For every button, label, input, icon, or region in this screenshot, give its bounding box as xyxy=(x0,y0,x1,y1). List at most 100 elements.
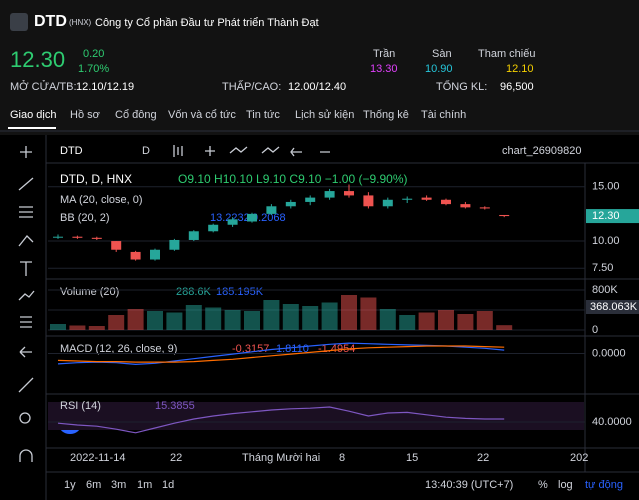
tab[interactable]: Hồ sơ xyxy=(70,109,100,121)
clock: 13:40:39 (UTC+7) xyxy=(425,479,513,491)
volume-bar xyxy=(418,312,435,330)
price-tag-bg xyxy=(586,209,639,224)
volume-bar xyxy=(282,304,299,330)
change-pct: 1.70% xyxy=(78,63,109,75)
range-button[interactable]: 1y xyxy=(64,479,76,491)
tool-zoom[interactable] xyxy=(19,412,31,424)
company: Công ty Cổ phần Đầu tư Phát triển Thành … xyxy=(95,17,319,29)
tool-pattern[interactable] xyxy=(18,235,34,247)
volume-bar xyxy=(185,305,202,330)
price: 12.30 xyxy=(10,47,65,72)
candle-body xyxy=(460,204,471,208)
candle-body xyxy=(305,197,316,202)
rsi-band xyxy=(48,402,584,430)
chart-name[interactable]: chart_26909820 xyxy=(502,145,582,157)
candle-body xyxy=(111,241,122,250)
candle-body xyxy=(266,206,277,214)
volume-bar xyxy=(263,300,280,330)
volume-bar xyxy=(399,315,416,330)
bb-label: BB (20, 2) xyxy=(60,212,110,224)
candle-body xyxy=(208,224,219,232)
x-label: 2022-11-14 xyxy=(70,452,125,464)
tab[interactable]: Tài chính xyxy=(421,109,466,121)
tab-underline xyxy=(8,127,56,129)
range-button[interactable]: 1m xyxy=(137,479,152,491)
y-tick-label: 0.0000 xyxy=(592,347,626,359)
candle-body xyxy=(363,195,374,207)
candle-body xyxy=(402,198,413,200)
candle-body xyxy=(499,214,510,217)
y-tick-label: 0 xyxy=(592,324,598,336)
candle-body xyxy=(247,213,257,222)
volume-bar xyxy=(69,325,86,330)
tab[interactable]: Lịch sử kiện xyxy=(295,109,354,121)
toolbar-symbol[interactable]: DTD xyxy=(60,145,83,157)
chart-bg xyxy=(0,135,639,500)
tool-forecast[interactable] xyxy=(18,290,35,301)
volume-bar xyxy=(147,311,163,330)
candle-body xyxy=(227,219,238,225)
range-button[interactable]: 6m xyxy=(86,479,101,491)
volume-bar xyxy=(379,309,396,330)
tool-back[interactable] xyxy=(19,346,32,358)
candle-body xyxy=(421,197,432,200)
lowhigh: 12.00/12.40 xyxy=(288,81,346,93)
candle-body xyxy=(53,236,63,238)
volume-value: 288.6K xyxy=(176,286,212,298)
ma-label: MA (20, close, 0) xyxy=(60,194,143,206)
rsi-label: RSI (14) xyxy=(60,400,101,412)
ref-label: Tham chiếu xyxy=(478,48,535,60)
y-tick-label: 10.00 xyxy=(592,235,620,247)
volume-bar xyxy=(127,309,144,330)
candle-body xyxy=(285,201,296,207)
volume-bar xyxy=(360,297,377,330)
candle-body xyxy=(188,231,199,240)
tab[interactable]: Cổ đông xyxy=(115,109,157,121)
lowhigh-label: THẤP/CAO: xyxy=(222,80,281,93)
volume-bar xyxy=(341,295,357,330)
ceiling: 13.30 xyxy=(370,63,398,75)
tool-fib[interactable] xyxy=(19,206,33,218)
legend-symbol: DTD, D, HNX xyxy=(60,172,132,186)
candle-body xyxy=(479,207,490,209)
tool-cross[interactable] xyxy=(20,146,32,158)
vol-label: TỔNG KL: xyxy=(436,80,487,93)
volume-bar xyxy=(457,314,474,330)
tool-magnet[interactable] xyxy=(19,449,33,462)
signal-line xyxy=(57,345,505,363)
toolbar-interval[interactable]: D xyxy=(142,145,150,157)
volume-bar xyxy=(166,312,183,330)
volume-label: Volume (20) xyxy=(60,286,119,298)
tab[interactable]: Tin tức xyxy=(246,109,280,121)
tool-ruler[interactable] xyxy=(20,316,32,328)
candle-body xyxy=(344,191,354,196)
bb-upper: 13.2232 xyxy=(210,212,250,224)
log-toggle[interactable]: log xyxy=(558,479,573,491)
open-avg: 12.10/12.19 xyxy=(76,81,134,93)
range-button[interactable]: 1d xyxy=(162,479,174,491)
tab[interactable]: Thống kê xyxy=(363,109,409,121)
volume-bar xyxy=(88,326,105,330)
y-tick-label: 15.00 xyxy=(592,181,620,193)
vol: 96,500 xyxy=(500,81,534,93)
tab[interactable]: Vốn và cổ tức xyxy=(168,109,236,121)
percent-toggle[interactable]: % xyxy=(538,479,548,491)
range-bar: 1y 6m 3m 1m 1d xyxy=(64,479,174,491)
y-tick-label: 7.50 xyxy=(592,262,613,274)
candle-body xyxy=(382,199,393,207)
toolbar-icons[interactable] xyxy=(173,145,330,157)
tool-measure[interactable] xyxy=(18,377,34,393)
tab[interactable]: Giao dịch xyxy=(10,109,56,121)
candle-body xyxy=(441,199,451,205)
range-button[interactable]: 3m xyxy=(111,479,126,491)
tool-line[interactable] xyxy=(18,177,34,191)
candle-body xyxy=(91,237,102,239)
price-tag: 12.30 xyxy=(592,210,620,222)
auto-toggle[interactable]: tự động xyxy=(585,479,623,491)
floor: 10.90 xyxy=(425,63,453,75)
tool-text[interactable] xyxy=(20,261,32,276)
legend-ohlc: O9.10 H10.10 L9.10 C9.10 −1.00 (−9.90%) xyxy=(178,172,408,186)
macd-value: -0.3157 xyxy=(232,343,269,355)
volume-bar xyxy=(496,325,513,330)
volume-bar xyxy=(321,302,338,330)
